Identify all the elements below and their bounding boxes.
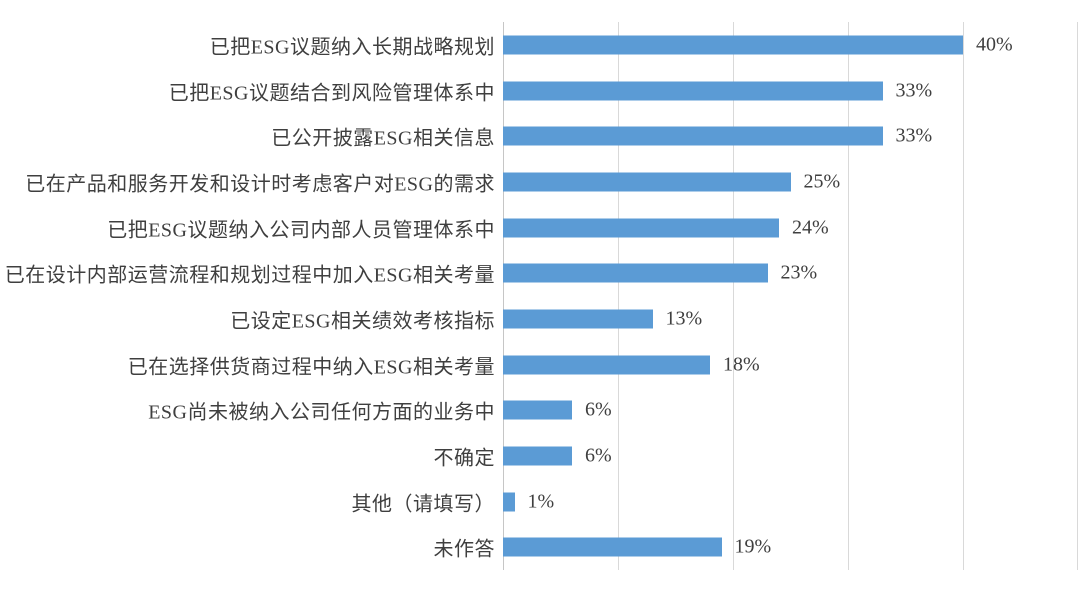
bar-row: 其他（请填写） 1%	[0, 479, 1080, 525]
bar	[503, 446, 572, 466]
value-label: 1%	[527, 490, 555, 513]
bar	[503, 218, 779, 238]
value-label: 6%	[585, 398, 612, 421]
category-label: 其他（请填写）	[351, 493, 495, 516]
bar	[503, 537, 722, 557]
bar-row: 已在选择供货商过程中纳入ESG相关考量 18%	[0, 342, 1080, 388]
gridline	[963, 22, 964, 570]
category-label: 不确定	[433, 447, 495, 470]
gridline	[618, 22, 619, 570]
bar-row: 已在设计内部运营流程和规划过程中加入ESG相关考量 23%	[0, 250, 1080, 296]
bar	[503, 309, 653, 329]
plot-area	[503, 22, 1078, 570]
bar-row: 已把ESG议题纳入公司内部人员管理体系中 24%	[0, 205, 1080, 251]
value-label: 40%	[976, 33, 1013, 56]
gridline	[733, 22, 734, 570]
value-label: 24%	[792, 216, 829, 239]
value-label: 6%	[585, 444, 612, 467]
category-label: ESG尚未被纳入公司任何方面的业务中	[148, 401, 495, 424]
category-label: 已把ESG议题结合到风险管理体系中	[168, 82, 495, 104]
value-label: 33%	[895, 79, 933, 101]
bar-row: 已公开披露ESG相关信息 33%	[0, 113, 1080, 159]
bar-row: 未作答 19%	[0, 524, 1080, 570]
value-label: 23%	[780, 261, 818, 284]
category-label: 已在设计内部运营流程和规划过程中加入ESG相关考量	[4, 264, 495, 287]
bar	[503, 355, 710, 375]
bar	[503, 172, 791, 192]
bar-row: 已把ESG议题结合到风险管理体系中 33%	[0, 68, 1080, 114]
bar-rows-container: 已把ESG议题纳入长期战略规划 40% 已把ESG议题结合到风险管理体系中 33% 已公…	[0, 22, 1080, 570]
bar-row: 已设定ESG相关绩效考核指标 13%	[0, 296, 1080, 342]
gridline	[1077, 22, 1078, 570]
category-label: 已把ESG议题纳入长期战略规划	[209, 36, 495, 59]
category-label: 已在产品和服务开发和设计时考虑客户对ESG的需求	[25, 173, 495, 196]
value-label: 25%	[803, 170, 841, 193]
bar	[503, 126, 883, 146]
y-axis-line	[503, 22, 504, 570]
category-label: 已公开披露ESG相关信息	[271, 127, 495, 150]
bar-row: ESG尚未被纳入公司任何方面的业务中 6%	[0, 387, 1080, 433]
category-label: 已设定ESG相关绩效考核指标	[230, 310, 495, 333]
bar-row: 已把ESG议题纳入长期战略规划 40%	[0, 22, 1080, 68]
value-label: 13%	[665, 307, 703, 330]
bar-row: 已在产品和服务开发和设计时考虑客户对ESG的需求 25%	[0, 159, 1080, 205]
value-label: 33%	[895, 124, 933, 147]
bar	[503, 35, 963, 55]
category-label: 已在选择供货商过程中纳入ESG相关考量	[127, 356, 495, 379]
bar	[503, 492, 515, 512]
value-label: 19%	[734, 535, 772, 558]
bar	[503, 400, 572, 420]
value-label: 18%	[723, 353, 760, 376]
category-label: 未作答	[433, 538, 495, 561]
category-label: 已把ESG议题纳入公司内部人员管理体系中	[107, 219, 495, 242]
bar	[503, 81, 883, 100]
bar-row: 不确定 6%	[0, 433, 1080, 479]
gridline	[848, 22, 849, 570]
bar	[503, 263, 768, 283]
